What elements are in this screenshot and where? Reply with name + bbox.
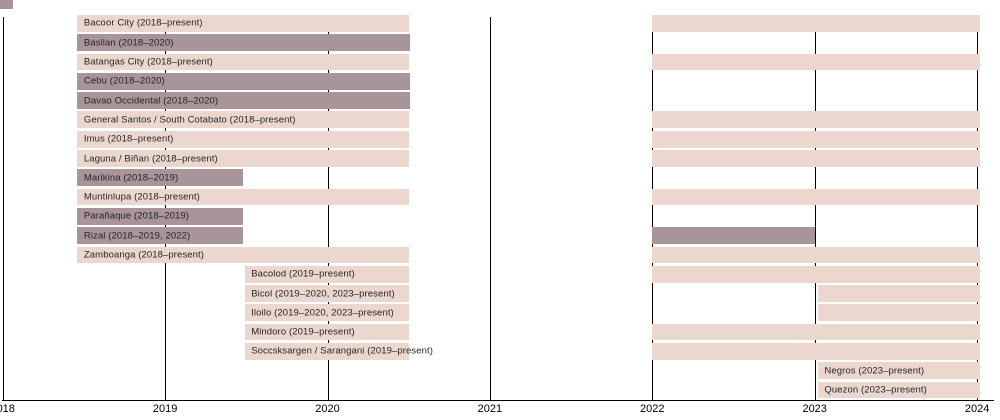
bar-label: Batangas City (2018–present): [83, 56, 213, 68]
timeline-bar: [652, 111, 981, 129]
bar-label: Marikina (2018–2019): [83, 172, 179, 184]
bar-label: Basilan (2018–2020): [83, 36, 174, 48]
timeline-bar: [652, 323, 981, 341]
timeline-bar: [652, 265, 981, 283]
timeline-bar: [244, 304, 409, 322]
bar-label: Rizal (2018–2019, 2022): [83, 229, 191, 241]
timeline-bar: [77, 130, 409, 148]
timeline-bar: [652, 227, 815, 245]
bar-label: Imus (2018–present): [83, 133, 174, 145]
x-axis-line: [2, 400, 994, 401]
bar-label: Bacolod (2019–present): [251, 268, 355, 280]
timeline-bar: [244, 285, 409, 302]
timeline-bar: [77, 188, 409, 206]
timeline-bar: [244, 323, 409, 341]
bar-label: Parañaque (2018–2019): [83, 210, 189, 222]
timeline-bar: [817, 381, 981, 399]
bar-label: Laguna / Biñan (2018–present): [83, 152, 218, 164]
gridline-2023: [814, 17, 816, 401]
x-axis-tick-label: 2020: [315, 403, 340, 415]
timeline-bar: [652, 130, 981, 148]
timeline-bar: [77, 72, 411, 90]
bar-label: Iloilo (2019–2020, 2023–present): [251, 307, 394, 319]
timeline-bar: [817, 362, 981, 380]
gridline-2024: [977, 17, 979, 401]
bar-label: Muntinlupa (2018–present): [83, 191, 200, 203]
bar-label: Quezon (2023–present): [824, 384, 927, 396]
bar-label: General Santos / South Cotabato (2018–pr…: [83, 114, 296, 126]
timeline-bar: [77, 111, 409, 129]
x-axis-tick-label: 2022: [640, 403, 665, 415]
timeline-bar: [77, 227, 243, 245]
timeline-bar: [77, 15, 409, 32]
bar-label: Negros (2023–present): [824, 364, 925, 376]
timeline-bar: [77, 207, 243, 225]
gridline-2020: [327, 17, 329, 401]
timeline-bar: [652, 53, 981, 71]
timeline-bar: [77, 53, 409, 71]
bar-label: Cebu (2018–2020): [83, 75, 165, 87]
timeline-bar: [652, 188, 981, 206]
bar-label: Davao Occidental (2018–2020): [83, 94, 219, 106]
x-axis-tick-label: 2019: [152, 403, 178, 415]
x-axis-tick-label: 2024: [964, 403, 990, 415]
gridline-2022: [652, 17, 654, 401]
bar-label: Bacoor City (2018–present): [83, 17, 203, 29]
timeline-bar: [244, 265, 409, 283]
timeline-bar: [817, 304, 981, 322]
timeline-bar: [652, 15, 981, 32]
timeline-bar: [652, 342, 981, 360]
timeline-bar: [77, 169, 243, 187]
bar-label: Bicol (2019–2020, 2023–present): [251, 287, 395, 299]
timeline-bar: [817, 285, 981, 302]
gridline-2021: [489, 17, 491, 401]
bar-label: Zamboanga (2018–present): [83, 249, 205, 261]
timeline-bar: [77, 92, 411, 110]
cropped-bar-fragment: [0, 0, 13, 9]
bar-label: Soccsksargen / Sarangani (2019–present): [251, 345, 434, 357]
bar-label: Mindoro (2019–present): [251, 326, 355, 338]
gridline-2018: [2, 17, 4, 401]
timeline-bar: [77, 246, 409, 264]
timeline-bar: [652, 246, 981, 264]
x-axis-tick-label: 2021: [477, 403, 503, 415]
timeline-bar: [77, 150, 409, 167]
timeline-bar: [77, 34, 411, 52]
timeline-bar: [244, 342, 409, 360]
timeline-bar: [652, 150, 981, 167]
x-axis-tick-label: 2023: [802, 403, 827, 415]
x-axis-tick-label: 2018: [0, 403, 15, 415]
